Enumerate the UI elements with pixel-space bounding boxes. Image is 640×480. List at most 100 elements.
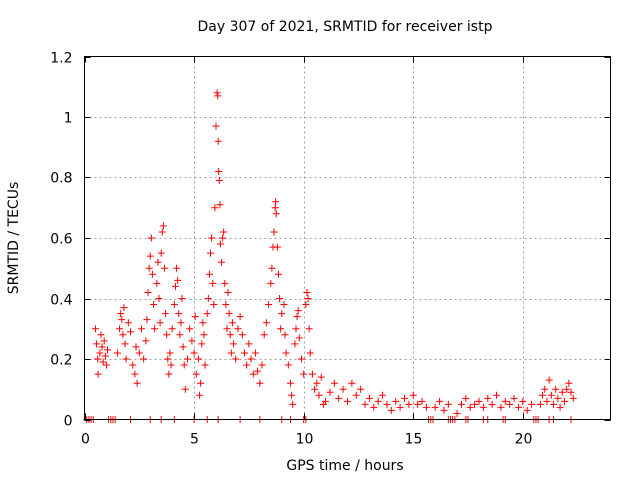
data-point bbox=[344, 397, 351, 405]
data-point bbox=[308, 370, 316, 378]
data-point bbox=[119, 331, 127, 339]
y-tick-labels: 0 0.2 0.4 0.6 0.8 1 1.2 bbox=[50, 51, 72, 430]
data-point bbox=[305, 325, 313, 333]
data-point bbox=[175, 310, 183, 318]
data-point bbox=[188, 337, 196, 345]
data-point bbox=[291, 340, 299, 348]
data-point bbox=[91, 325, 99, 333]
data-point bbox=[96, 349, 104, 357]
axis-ticks bbox=[84, 56, 611, 421]
y-tick-label: 1 bbox=[64, 111, 73, 127]
data-point bbox=[379, 391, 387, 399]
data-point bbox=[304, 295, 312, 302]
data-point bbox=[273, 243, 281, 251]
data-point bbox=[271, 204, 279, 212]
data-point bbox=[280, 301, 288, 309]
data-point bbox=[282, 349, 290, 357]
data-point bbox=[552, 385, 560, 393]
data-point bbox=[135, 349, 143, 357]
data-point bbox=[560, 397, 568, 405]
data-point bbox=[151, 325, 159, 333]
data-point bbox=[453, 409, 461, 417]
data-point bbox=[204, 295, 212, 302]
data-point bbox=[245, 340, 253, 348]
data-point bbox=[422, 403, 430, 411]
data-point bbox=[501, 397, 509, 405]
data-point bbox=[484, 394, 492, 402]
data-point bbox=[153, 279, 161, 287]
data-point bbox=[543, 397, 551, 405]
data-point bbox=[300, 370, 308, 378]
data-point bbox=[211, 204, 219, 212]
data-point bbox=[131, 370, 139, 378]
data-point bbox=[392, 397, 400, 405]
data-point bbox=[133, 379, 141, 387]
data-point bbox=[212, 122, 220, 130]
data-point bbox=[326, 388, 334, 396]
data-point bbox=[243, 361, 251, 369]
data-point bbox=[276, 295, 284, 302]
data-point bbox=[144, 288, 152, 296]
data-point bbox=[519, 397, 527, 405]
data-point bbox=[196, 391, 204, 399]
data-point bbox=[466, 403, 474, 411]
data-point bbox=[160, 264, 168, 272]
data-point bbox=[294, 307, 302, 315]
data-point bbox=[281, 331, 289, 339]
data-point bbox=[191, 313, 199, 321]
data-point bbox=[510, 394, 518, 402]
y-tick-label: 0.8 bbox=[50, 171, 72, 187]
data-point bbox=[536, 400, 544, 408]
data-point bbox=[506, 400, 514, 408]
data-point bbox=[94, 355, 102, 363]
data-point bbox=[567, 388, 575, 396]
data-point bbox=[181, 385, 189, 393]
x-tick-label: 10 bbox=[296, 432, 314, 448]
data-point bbox=[180, 361, 188, 369]
data-point bbox=[94, 370, 102, 378]
data-point bbox=[352, 391, 360, 399]
data-point bbox=[418, 397, 426, 405]
data-point bbox=[98, 343, 106, 351]
y-tick-label: 0 bbox=[64, 414, 73, 430]
y-tick-label: 1.2 bbox=[50, 51, 72, 67]
data-point bbox=[292, 325, 300, 333]
data-point bbox=[192, 370, 200, 378]
x-tick-label: 20 bbox=[515, 432, 533, 448]
data-point bbox=[475, 397, 483, 405]
data-point bbox=[201, 361, 209, 369]
data-point bbox=[203, 310, 211, 318]
data-point bbox=[563, 385, 571, 393]
data-point bbox=[254, 367, 262, 375]
x-tick-label: 15 bbox=[405, 432, 423, 448]
data-point bbox=[284, 361, 292, 369]
data-point bbox=[539, 391, 547, 399]
data-point bbox=[113, 349, 121, 357]
data-point bbox=[405, 400, 413, 408]
data-point bbox=[222, 301, 230, 309]
data-point bbox=[277, 325, 285, 333]
data-point bbox=[117, 310, 125, 318]
data-point bbox=[457, 400, 465, 408]
data-point bbox=[330, 379, 338, 387]
data-point bbox=[295, 334, 303, 342]
data-point bbox=[550, 400, 558, 408]
plot-frame bbox=[84, 56, 611, 420]
data-point bbox=[541, 385, 549, 393]
data-point bbox=[121, 340, 129, 348]
data-point bbox=[365, 394, 373, 402]
data-point bbox=[167, 361, 175, 369]
data-point bbox=[140, 355, 148, 363]
data-point bbox=[179, 343, 187, 351]
data-point bbox=[216, 201, 224, 209]
data-point bbox=[99, 358, 107, 366]
data-point bbox=[288, 391, 296, 399]
data-point bbox=[178, 295, 186, 302]
data-point bbox=[249, 370, 257, 378]
data-point bbox=[414, 400, 422, 408]
data-point bbox=[357, 385, 365, 393]
data-point bbox=[267, 279, 275, 287]
data-point bbox=[240, 349, 248, 357]
data-point bbox=[158, 228, 166, 236]
data-point bbox=[238, 331, 246, 339]
